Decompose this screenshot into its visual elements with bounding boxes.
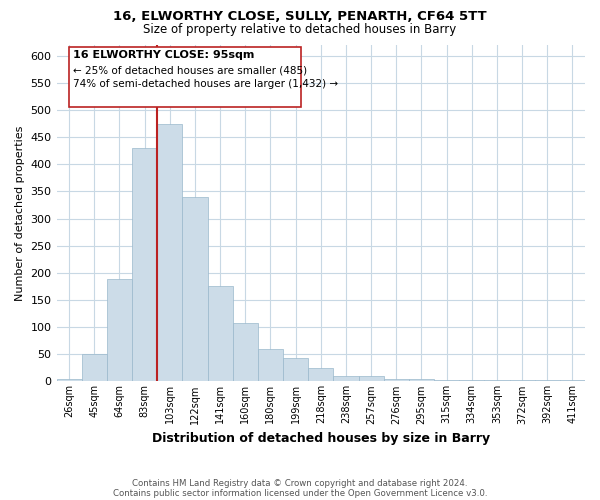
Bar	[107, 280, 132, 382]
Bar	[208, 286, 233, 382]
Bar	[459, 380, 484, 382]
Text: 16, ELWORTHY CLOSE, SULLY, PENARTH, CF64 5TT: 16, ELWORTHY CLOSE, SULLY, PENARTH, CF64…	[113, 10, 487, 23]
Bar	[157, 124, 182, 382]
Bar	[359, 376, 383, 382]
Text: Contains HM Land Registry data © Crown copyright and database right 2024.: Contains HM Land Registry data © Crown c…	[132, 478, 468, 488]
Bar	[434, 380, 459, 382]
Bar	[132, 148, 157, 382]
Bar	[283, 358, 308, 382]
Bar	[409, 378, 434, 382]
Bar	[383, 378, 409, 382]
Text: 16 ELWORTHY CLOSE: 95sqm: 16 ELWORTHY CLOSE: 95sqm	[73, 50, 254, 60]
Text: Size of property relative to detached houses in Barry: Size of property relative to detached ho…	[143, 22, 457, 36]
Bar	[258, 349, 283, 382]
Bar	[334, 376, 359, 382]
Bar	[560, 380, 585, 382]
Bar	[509, 380, 535, 382]
Bar	[535, 380, 560, 382]
Bar	[82, 354, 107, 382]
Text: Contains public sector information licensed under the Open Government Licence v3: Contains public sector information licen…	[113, 488, 487, 498]
Bar	[308, 368, 334, 382]
FancyBboxPatch shape	[69, 46, 301, 108]
Bar	[56, 378, 82, 382]
Text: ← 25% of detached houses are smaller (485): ← 25% of detached houses are smaller (48…	[73, 65, 307, 75]
Bar	[233, 323, 258, 382]
X-axis label: Distribution of detached houses by size in Barry: Distribution of detached houses by size …	[152, 432, 490, 445]
Y-axis label: Number of detached properties: Number of detached properties	[15, 126, 25, 301]
Text: 74% of semi-detached houses are larger (1,432) →: 74% of semi-detached houses are larger (…	[73, 78, 338, 88]
Bar	[484, 380, 509, 382]
Bar	[182, 197, 208, 382]
